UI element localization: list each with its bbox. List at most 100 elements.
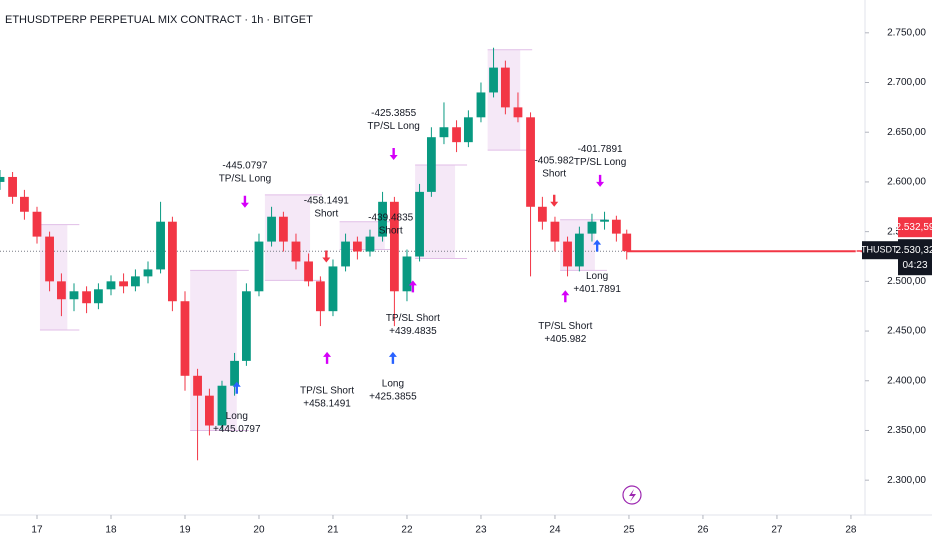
candle-body [439, 127, 449, 138]
candle-body [500, 67, 510, 108]
y-tick-label: 2.400,00 [887, 375, 926, 386]
candle-body [0, 176, 5, 182]
candle-body [143, 269, 153, 277]
symbol-label: ETHUSDT.P [855, 245, 905, 255]
candle-body [180, 301, 190, 376]
candle-body [57, 281, 66, 300]
annotation-text: Long [382, 378, 404, 389]
candle-body [32, 211, 42, 237]
candle-body [119, 281, 128, 287]
annotation-text: Long [226, 411, 248, 422]
candle-body [402, 256, 412, 292]
countdown: 04:23 [902, 260, 927, 271]
annotation-text: TP/SL Short [538, 321, 592, 332]
annotation-text: +405.982 [544, 334, 586, 345]
candle-body [94, 289, 103, 304]
symbol-box [862, 241, 898, 260]
candle-body [267, 216, 276, 242]
signal-arrow [408, 280, 417, 293]
chart-title: ETHUSDTPERP PERPETUAL MIX CONTRACT · 1h … [5, 14, 313, 26]
annotation-text: -445.0797 [222, 161, 267, 172]
candle-body [45, 236, 54, 282]
candle-body [563, 241, 572, 267]
candle-body [131, 276, 140, 287]
candle-body [168, 221, 177, 302]
annotation-text: TP/SL Long [367, 121, 419, 132]
x-tick-label: 23 [475, 525, 487, 536]
candle-body [365, 236, 375, 252]
y-tick-label: 2.350,00 [887, 425, 926, 436]
candle-body [389, 201, 399, 292]
candle-body [622, 233, 632, 252]
y-tick-label: 2.650,00 [887, 127, 926, 138]
x-tick-label: 25 [623, 525, 635, 536]
candle-body [463, 117, 473, 143]
candle-body [82, 291, 91, 304]
x-tick-label: 17 [31, 525, 43, 536]
annotation-text: TP/SL Long [574, 157, 626, 168]
lightning-icon[interactable] [622, 485, 642, 505]
signal-arrow [240, 195, 249, 208]
y-tick-label: 2.450,00 [887, 326, 926, 337]
annotation-text: TP/SL Short [386, 313, 440, 324]
annotation-text: Short [314, 208, 338, 219]
last-price-box [898, 239, 932, 276]
candle-body [537, 206, 547, 222]
signal-arrow [550, 194, 559, 207]
x-tick-label: 26 [697, 525, 709, 536]
candle-body [574, 233, 584, 267]
annotation-text: +458.1491 [303, 398, 351, 409]
candle-body [254, 241, 264, 292]
x-tick-label: 22 [401, 525, 413, 536]
mark-price-label: 2.532,59 [896, 222, 932, 233]
annotation-text: TP/SL Long [219, 174, 271, 185]
candle-body [328, 266, 338, 312]
candle-body [489, 67, 498, 93]
candle-body [69, 291, 79, 300]
candle-body [341, 241, 350, 267]
signal-arrow [232, 381, 241, 394]
x-tick-label: 20 [253, 525, 265, 536]
candle-body [550, 221, 560, 242]
candle-body [20, 196, 29, 212]
annotation-text: +439.4835 [389, 326, 437, 337]
annotation-text: -405.982 [534, 156, 574, 167]
annotation-text: Short [379, 225, 403, 236]
candle-body [378, 201, 387, 237]
candle-body [315, 281, 325, 312]
x-tick-label: 21 [327, 525, 339, 536]
candle-body [452, 127, 461, 143]
candle-body [291, 241, 301, 262]
signal-arrow [561, 290, 570, 303]
candle-body [242, 291, 251, 361]
annotation-text: TP/SL Short [300, 385, 354, 396]
y-tick-label: 2.600,00 [887, 177, 926, 188]
candle-body [193, 375, 202, 396]
x-tick-label: 18 [105, 525, 117, 536]
signal-arrow [389, 148, 398, 161]
candle-body [526, 117, 535, 207]
annotation-text: -425.3855 [371, 108, 416, 119]
candle-body [352, 241, 362, 252]
x-tick-label: 28 [845, 525, 857, 536]
signal-arrow [323, 351, 332, 364]
annotation-text: +401.7891 [573, 284, 621, 295]
candle-body [426, 137, 436, 192]
signal-arrow [596, 174, 605, 187]
annotation-text: -439.4835 [368, 212, 413, 223]
candle-body [513, 107, 523, 118]
mark-price-box [898, 217, 932, 238]
candle-body [476, 92, 486, 118]
candle-body [205, 395, 214, 426]
signal-arrow [322, 250, 331, 263]
x-tick-label: 27 [771, 525, 783, 536]
annotation-text: +425.3855 [369, 391, 417, 402]
annotation-text: -401.7891 [578, 144, 623, 155]
candle-body [587, 221, 597, 234]
annotation-text: -458.1491 [304, 195, 349, 206]
candle-body [600, 219, 609, 222]
last-price-label: 2.530,32 [896, 245, 932, 256]
y-tick-label: 2.300,00 [887, 475, 926, 486]
